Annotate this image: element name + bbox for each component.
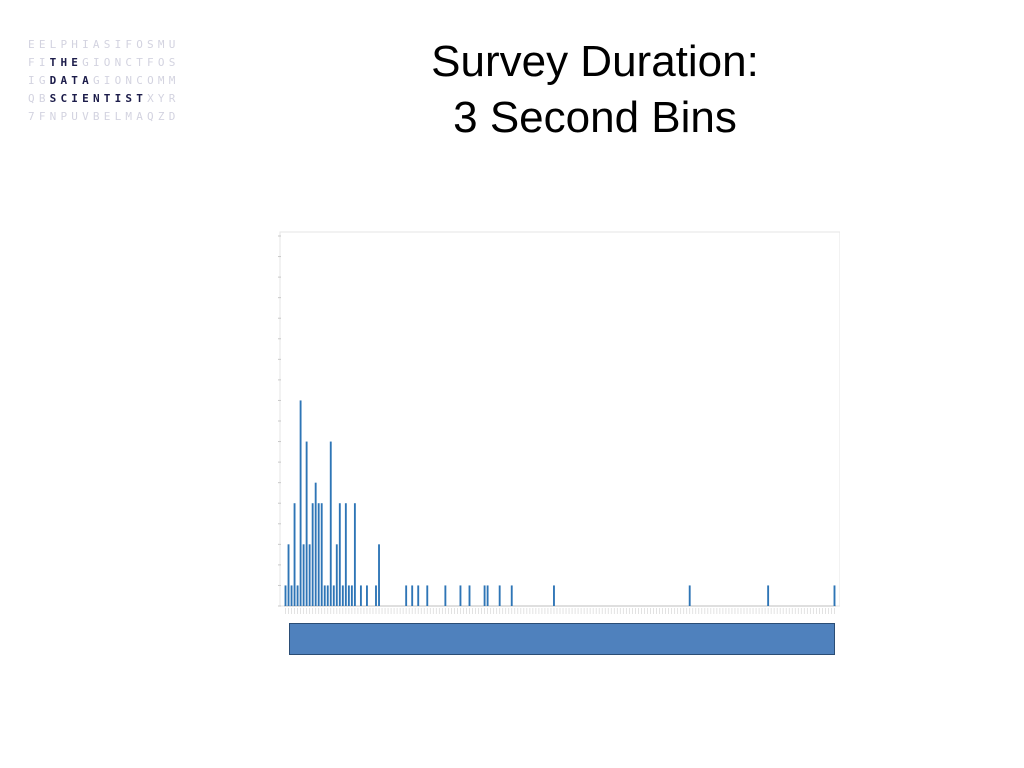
histogram-bar — [405, 585, 408, 606]
histogram-bar — [510, 585, 513, 606]
histogram-bar — [329, 441, 332, 606]
logo-letters: GIONCOMM — [92, 74, 180, 87]
logo-letters: FI — [28, 56, 50, 69]
histogram-bar — [323, 585, 326, 606]
logo-row: IGDATAGIONCOMM — [28, 72, 180, 90]
histogram-bar — [350, 585, 353, 606]
logo-letters: 7FNPUVBELMAQZD — [28, 110, 180, 123]
title-line-2: 3 Second Bins — [453, 93, 737, 142]
histogram-bar — [302, 544, 305, 606]
histogram-bar — [326, 585, 329, 606]
histogram-bar — [335, 544, 338, 606]
logo-letters: GIONCTFOS — [82, 56, 180, 69]
histogram-bar — [486, 585, 489, 606]
logo-word: THE — [49, 56, 83, 69]
histogram-bar — [344, 503, 347, 606]
histogram-bar — [311, 503, 314, 606]
histogram-bar — [347, 585, 350, 606]
histogram-bar — [296, 585, 299, 606]
overlay-bar — [289, 623, 835, 655]
the-data-scientist-logo: EELPHIASIFOSMU FITHEGIONCTFOS IGDATAGIONCO… — [28, 36, 180, 126]
histogram-bar — [293, 503, 296, 606]
histogram-bar — [378, 544, 380, 606]
histogram-bar — [468, 585, 471, 606]
histogram-bar — [411, 585, 414, 606]
histogram-bar — [308, 544, 311, 606]
histogram-bar — [338, 503, 341, 606]
histogram-bar — [305, 441, 308, 606]
logo-word: DATA — [49, 74, 93, 87]
histogram-bar — [366, 585, 368, 606]
histogram-bar — [353, 503, 356, 606]
histogram-bar — [359, 585, 362, 606]
title-line-1: Survey Duration: — [431, 37, 759, 86]
plot-area — [279, 231, 840, 607]
histogram-bar — [317, 503, 320, 606]
histogram-bar — [287, 544, 290, 606]
histogram-bar — [426, 585, 429, 606]
logo-letters: IG — [28, 74, 50, 87]
histogram-bar — [767, 585, 770, 606]
histogram-bar — [299, 400, 302, 606]
histogram-bar — [290, 585, 293, 606]
histogram-bar — [314, 482, 317, 606]
histogram-bar — [483, 585, 486, 606]
logo-letters: XYR — [147, 92, 180, 105]
histogram-bar — [320, 503, 323, 606]
logo-row: QBSCIENTISTXYR — [28, 90, 180, 108]
logo-row: FITHEGIONCTFOS — [28, 54, 180, 72]
histogram-bar — [459, 585, 462, 606]
histogram-bar — [553, 585, 555, 606]
histogram-bar — [833, 585, 836, 606]
histogram-bar — [341, 585, 344, 606]
histogram-bar — [444, 585, 447, 606]
histogram-bar — [688, 585, 691, 606]
logo-letters: QB — [28, 92, 50, 105]
logo-letters: EELPHIASIFOSMU — [28, 38, 180, 51]
histogram-bar — [417, 585, 420, 606]
slide-title: Survey Duration: 3 Second Bins — [330, 34, 860, 146]
histogram-bar — [332, 585, 335, 606]
histogram-bar — [375, 585, 377, 606]
logo-row: EELPHIASIFOSMU — [28, 36, 180, 54]
histogram-bar — [284, 585, 287, 606]
logo-row: 7FNPUVBELMAQZD — [28, 108, 180, 126]
histogram-bar — [498, 585, 501, 606]
logo-word: SCIENTIST — [49, 92, 148, 105]
histogram-chart — [278, 231, 840, 614]
